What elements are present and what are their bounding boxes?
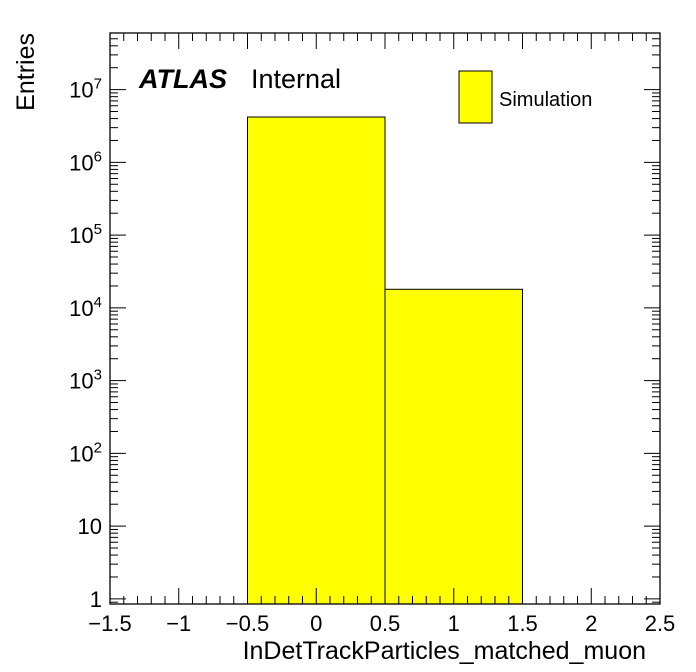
x-tick-label: −0.5 xyxy=(226,611,269,636)
x-tick-label: 0 xyxy=(310,611,322,636)
x-axis-label: InDetTrackParticles_matched_muon xyxy=(243,637,646,665)
legend: Simulation xyxy=(458,70,592,124)
internal-label: Internal xyxy=(251,64,341,94)
histogram-bar xyxy=(247,116,386,605)
y-tick-label: 10 xyxy=(78,514,102,539)
y-axis-label: Entries xyxy=(12,33,40,111)
y-tick-label: 105 xyxy=(69,221,102,248)
legend-entry-simulation: Simulation xyxy=(499,89,592,111)
x-tick-label: 2 xyxy=(585,611,597,636)
x-tick-label: 1 xyxy=(448,611,460,636)
histogram-bars xyxy=(247,116,523,605)
plot-frame xyxy=(109,32,661,605)
x-tick-label: 2.5 xyxy=(645,611,676,636)
y-tick-label: 1 xyxy=(90,587,102,612)
y-tick-label: 104 xyxy=(69,294,102,321)
legend-swatch xyxy=(458,70,493,124)
x-tick-labels: −1.5 −1 −0.5 0 0.5 1 1.5 2 2.5 xyxy=(88,611,675,636)
y-tick-label: 102 xyxy=(69,439,102,466)
x-tick-label: −1.5 xyxy=(88,611,131,636)
y-tick-label: 107 xyxy=(69,76,102,103)
y-tick-label: 106 xyxy=(69,148,102,175)
atlas-label: ATLAS xyxy=(138,64,227,94)
x-tick-label: 1.5 xyxy=(507,611,538,636)
y-tick-labels: 1 10 102 103 104 105 106 107 xyxy=(69,76,102,612)
histogram-bar xyxy=(384,288,523,605)
x-tick-label: 0.5 xyxy=(370,611,401,636)
y-tick-label: 103 xyxy=(69,367,102,394)
x-tick-label: −1 xyxy=(166,611,191,636)
